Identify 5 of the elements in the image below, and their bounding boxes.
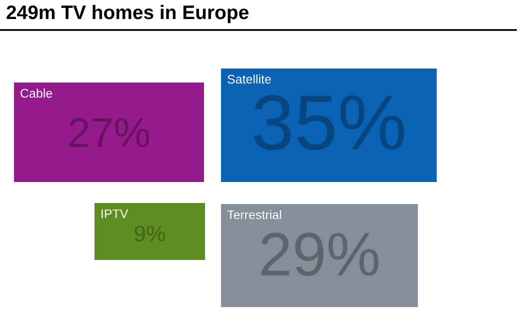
text: 249m TV homes in Europe <box>6 4 248 24</box>
category-label: Cable <box>20 88 52 98</box>
category-label: Satellite <box>228 74 271 84</box>
category-label: Terrestrial <box>227 210 282 220</box>
category-label: IPTV <box>102 209 128 218</box>
